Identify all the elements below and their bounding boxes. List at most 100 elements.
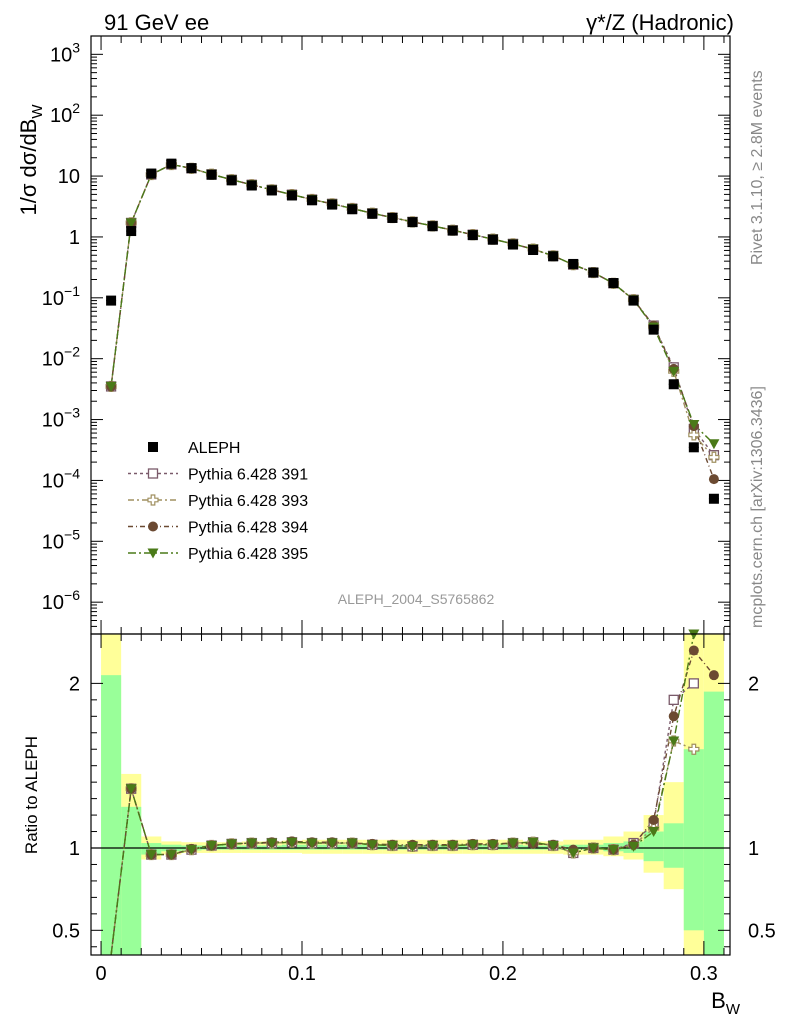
main-data-point <box>708 493 719 504</box>
ratio-band-1sigma <box>141 843 162 855</box>
main-ytick-label: 10 <box>58 166 80 188</box>
header-left: 91 GeV ee <box>104 10 209 35</box>
ratio-point <box>246 838 258 849</box>
ratio-point <box>145 850 157 861</box>
legend: ALEPH Pythia 6.428 391 Pythia 6.428 393 Pyt… <box>128 440 308 563</box>
ratio-point <box>306 838 318 849</box>
main-ytick-label: 10−1 <box>42 283 80 310</box>
ratio-point <box>125 784 137 795</box>
ratio-point <box>688 678 699 689</box>
ratio-point <box>206 841 218 852</box>
ratio-band-1sigma <box>703 691 724 955</box>
ratio-point <box>668 711 679 722</box>
ratio-point <box>628 841 640 852</box>
main-series-line <box>110 163 715 456</box>
ratio-ytick-label-right: 2 <box>748 673 759 695</box>
main-data-point <box>487 234 498 245</box>
main-data-point <box>106 295 117 306</box>
side-label-rivet: Rivet 3.1.10, ≥ 2.8M events <box>749 70 766 265</box>
main-data-point <box>286 190 297 201</box>
main-ytick-label: 1 <box>69 227 80 249</box>
ratio-point <box>366 840 378 851</box>
main-data-point <box>367 208 378 219</box>
side-label-mcplots: mcplots.cern.ch [arXiv:1306.3436] <box>749 386 766 628</box>
main-data-point <box>548 251 559 262</box>
ratio-point <box>286 837 298 848</box>
ratio-series-line <box>110 649 715 956</box>
ratio-point <box>567 848 579 859</box>
ratio-panel: 0.5 0.5 1 1 2 2 0 0.1 0.2 0.3 <box>52 629 776 985</box>
main-data-point <box>467 230 478 241</box>
main-data-point <box>166 158 177 169</box>
main-panel: 10−6 10−5 10−4 10−3 10−2 10−1 1 10 102 103 <box>42 35 731 635</box>
main-point <box>668 366 680 377</box>
main-data-point <box>447 225 458 236</box>
header-right: γ*/Z (Hadronic) <box>586 10 734 35</box>
ratio-ylabel: Ratio to ALEPH <box>22 736 41 854</box>
ratio-point <box>648 827 660 838</box>
main-ytick-label: 10−3 <box>42 405 80 432</box>
main-data-point <box>588 267 599 278</box>
ratio-point <box>266 838 278 849</box>
ratio-point <box>688 743 700 755</box>
ratio-point <box>507 838 519 849</box>
ratio-point <box>185 845 197 856</box>
x-tick-label: 0 <box>95 963 106 985</box>
main-data-point <box>226 175 237 186</box>
legend-marker <box>148 442 158 452</box>
main-ytick-label: 10−6 <box>42 587 80 614</box>
ratio-point <box>447 841 459 852</box>
main-data-point <box>347 204 358 215</box>
main-point <box>708 474 719 485</box>
ratio-point <box>165 850 177 861</box>
ratio-band-1sigma <box>663 823 684 868</box>
main-point <box>708 439 720 450</box>
main-ytick-label: 10−5 <box>42 526 80 553</box>
main-point <box>125 218 137 229</box>
ratio-point <box>527 837 539 848</box>
ratio-point <box>668 736 680 747</box>
ratio-ytick-label: 1 <box>69 838 80 860</box>
main-data-point <box>407 217 418 228</box>
ratio-point <box>688 645 699 656</box>
x-tick-label: 0.1 <box>288 963 316 985</box>
legend-label: ALEPH <box>188 440 240 457</box>
ratio-point <box>346 838 358 849</box>
legend-marker <box>148 521 158 532</box>
main-ytick-label: 103 <box>50 39 80 66</box>
legend-label: Pythia 6.428 393 <box>188 493 308 510</box>
main-data-point <box>186 163 197 174</box>
legend-marker <box>147 548 159 559</box>
ratio-series-line <box>110 682 695 956</box>
analysis-id: ALEPH_2004_S5765862 <box>338 591 495 607</box>
main-data-point <box>427 221 438 232</box>
ratio-point <box>226 839 238 850</box>
main-data-point <box>146 168 157 179</box>
legend-label: Pythia 6.428 391 <box>188 467 308 484</box>
ratio-frame <box>90 633 731 956</box>
ratio-ytick-label: 0.5 <box>52 920 80 942</box>
main-series-line <box>110 163 715 458</box>
ratio-point <box>668 694 679 705</box>
main-ytick-label: 10−2 <box>42 344 80 371</box>
main-frame <box>90 35 731 635</box>
ratio-series-line <box>110 633 695 956</box>
ratio-point <box>648 815 659 826</box>
main-point <box>105 381 117 392</box>
main-data-point <box>668 379 679 390</box>
legend-label: Pythia 6.428 395 <box>188 546 308 563</box>
main-ytick-label: 102 <box>50 100 80 127</box>
main-point <box>688 429 700 441</box>
ratio-point <box>708 670 719 681</box>
ratio-point <box>547 841 559 852</box>
ratio-band-1sigma <box>101 675 122 955</box>
main-data-point <box>307 195 318 206</box>
main-data-point <box>568 258 579 269</box>
ratio-ytick-label-right: 1 <box>748 838 759 860</box>
main-point <box>688 419 700 430</box>
main-data-point <box>648 324 659 335</box>
ratio-point <box>386 841 398 852</box>
x-tick-label: 0.2 <box>489 963 517 985</box>
main-data-point <box>507 239 518 250</box>
